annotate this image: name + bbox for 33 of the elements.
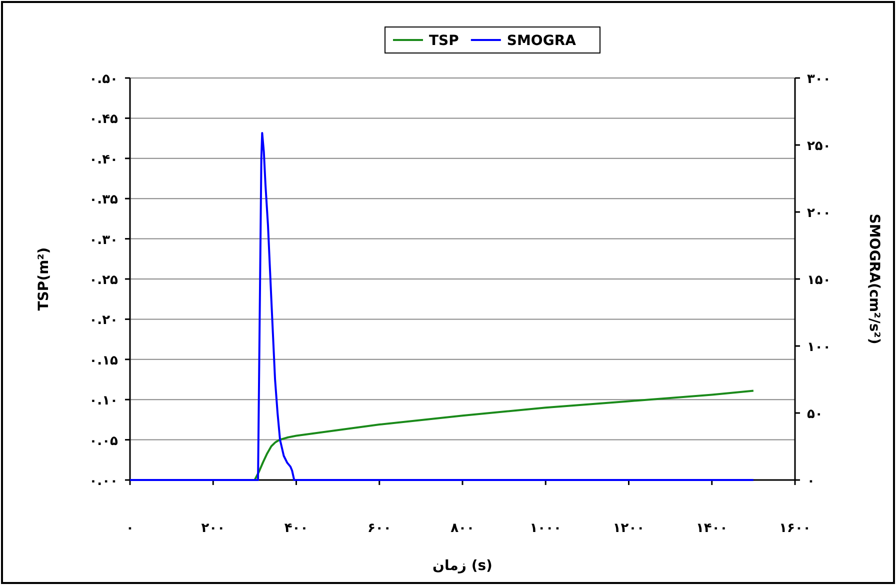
y2-tick-label: ۱۰۰ [807,340,831,355]
y-tick-label: ۰.۳۰ [89,232,118,248]
x-tick-label: ۲۰۰ [201,521,226,536]
y2-tick-label: ۲۰۰ [807,206,831,221]
line-series [129,132,754,481]
x-tick-label: ۱۲۰۰ [612,521,645,536]
y-tick-label: ۰.۲۰ [89,313,118,328]
y2-tick-label: ۲۵۰ [807,139,831,154]
x-tick-label: ۰ [126,521,134,536]
y2-tick-label: ۵۰ [807,407,823,422]
y-tick-label: ۰.۵۰ [89,72,118,87]
legend-label: SMOGRA [506,33,576,49]
y-axis-title: TSP(m²) [36,247,52,311]
x-tick-label: ۴۰۰ [284,521,308,536]
y2-tick-label: ۱۵۰ [807,273,831,288]
y-tick-label: ۰.۴۵ [89,112,118,128]
x-tick-label: ۱۶۰۰ [779,521,811,536]
y-tick-label: ۰.۰۰ [89,474,118,489]
y-tick-label: ۰.۴۰ [89,152,118,168]
x-tick-label: ۶۰۰ [367,521,392,536]
y2-axis-title: SMOGRA(cm²/s²) [866,214,882,344]
y-tick-label: ۰.۱۰ [89,394,118,409]
legend-label: TSP [429,33,459,49]
x-tick-label: ۱۰۰۰ [530,521,562,536]
y-tick-label: ۰.۰۵ [89,434,118,449]
x-tick-label: ۱۴۰۰ [696,521,728,536]
y-tick-label: ۰.۳۵ [89,192,118,208]
x-axis-title: زمان (s) [432,558,492,574]
y2-tick-label: ۳۰۰ [807,72,831,87]
y-tick-label: ۰.۱۵ [89,353,118,368]
y-tick-label: ۰.۲۵ [89,273,118,288]
y2-tick-label: ۰ [807,474,815,489]
x-tick-label: ۸۰۰ [450,521,474,536]
